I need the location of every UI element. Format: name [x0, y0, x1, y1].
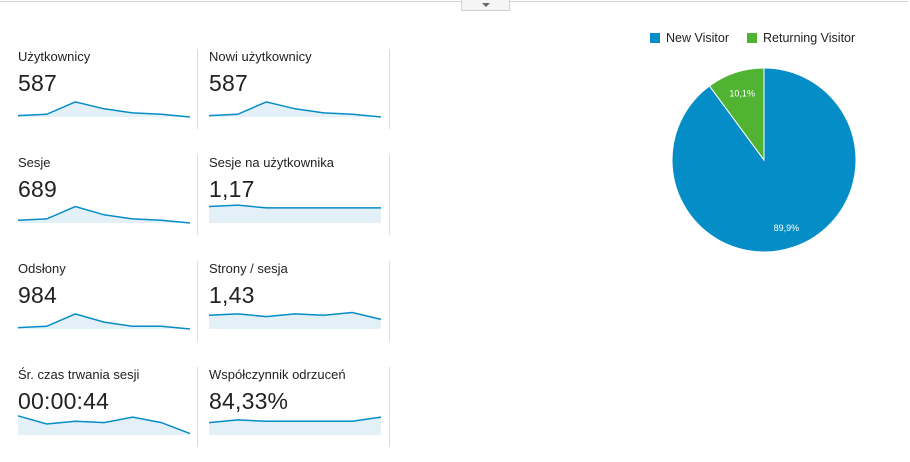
top-divider — [0, 1, 908, 2]
chevron-down-icon — [482, 3, 490, 7]
metric-value: 984 — [18, 282, 57, 308]
sparkline-area — [18, 415, 190, 435]
column-divider — [197, 49, 198, 129]
metric-card-pages-per-session[interactable]: Strony / sesja 1,43 — [208, 261, 401, 343]
sparkline-line — [208, 204, 381, 209]
metric-value: 1,43 — [209, 282, 255, 308]
metric-value: 00:00:44 — [18, 388, 110, 414]
column-divider — [389, 261, 390, 341]
pie-slice-returning-visitor[interactable] — [708, 67, 765, 162]
metric-card-bounce-rate[interactable]: Współczynnik odrzuceń 84,33% — [208, 367, 401, 449]
legend-label: New Visitor — [666, 31, 729, 45]
sparkline-line — [17, 415, 191, 435]
column-divider — [389, 49, 390, 129]
metric-card-pageviews[interactable]: Odsłony 984 — [17, 261, 210, 343]
legend-swatch — [747, 33, 757, 43]
sparkline-line — [17, 205, 191, 224]
legend-label: Returning Visitor — [763, 31, 856, 45]
metric-label: Strony / sesja — [209, 261, 288, 276]
pie-data-label: 10,1% — [729, 89, 755, 99]
column-divider — [389, 367, 390, 447]
metric-label: Współczynnik odrzuceń — [209, 367, 346, 382]
metric-card-new-users[interactable]: Nowi użytkownicy 587 — [208, 49, 401, 131]
metric-card-avg-session-duration[interactable]: Śr. czas trwania sesji 00:00:44 — [17, 367, 210, 449]
sparkline-line — [208, 101, 382, 118]
metric-label: Odsłony — [18, 261, 66, 276]
sparkline-line — [208, 311, 382, 321]
metric-sparkline — [208, 204, 381, 223]
metric-value: 1,17 — [209, 176, 255, 202]
metric-sparkline — [208, 311, 382, 329]
sparkline-line — [17, 313, 191, 330]
column-divider — [197, 367, 198, 447]
metric-label: Nowi użytkownicy — [209, 49, 312, 64]
metric-value: 689 — [18, 176, 57, 202]
pie-data-label: 89,9% — [774, 223, 800, 233]
metric-sparkline — [17, 313, 191, 330]
column-divider — [197, 261, 198, 341]
sparkline-line — [208, 416, 382, 424]
metric-value: 84,33% — [209, 388, 289, 414]
legend-swatch — [650, 33, 660, 43]
metric-label: Sesje — [18, 155, 51, 170]
metric-value: 587 — [18, 70, 57, 96]
column-divider — [389, 155, 390, 235]
collapse-toggle-button[interactable] — [461, 0, 510, 11]
metric-card-sessions[interactable]: Sesje 689 — [17, 155, 210, 237]
column-divider — [197, 155, 198, 235]
metric-sparkline — [208, 101, 382, 118]
sparkline-line — [17, 101, 191, 118]
metric-sparkline — [208, 416, 382, 435]
metric-card-sessions-per-user[interactable]: Sesje na użytkownika 1,17 — [208, 155, 401, 237]
metric-sparkline — [17, 415, 191, 435]
visitor-type-pie-chart: 89,9% 10,1% — [671, 67, 857, 253]
metric-sparkline — [17, 101, 191, 118]
sparkline-area — [18, 206, 190, 223]
metric-card-users[interactable]: Użytkownicy 587 — [17, 49, 210, 131]
sparkline-area — [18, 313, 190, 329]
metric-label: Śr. czas trwania sesji — [18, 367, 140, 382]
metric-sparkline — [17, 205, 191, 224]
metric-value: 587 — [209, 70, 248, 96]
sparkline-area — [209, 312, 381, 329]
metric-label: Użytkownicy — [18, 49, 91, 64]
sparkline-area — [209, 205, 381, 223]
metric-label: Sesje na użytkownika — [209, 155, 335, 170]
